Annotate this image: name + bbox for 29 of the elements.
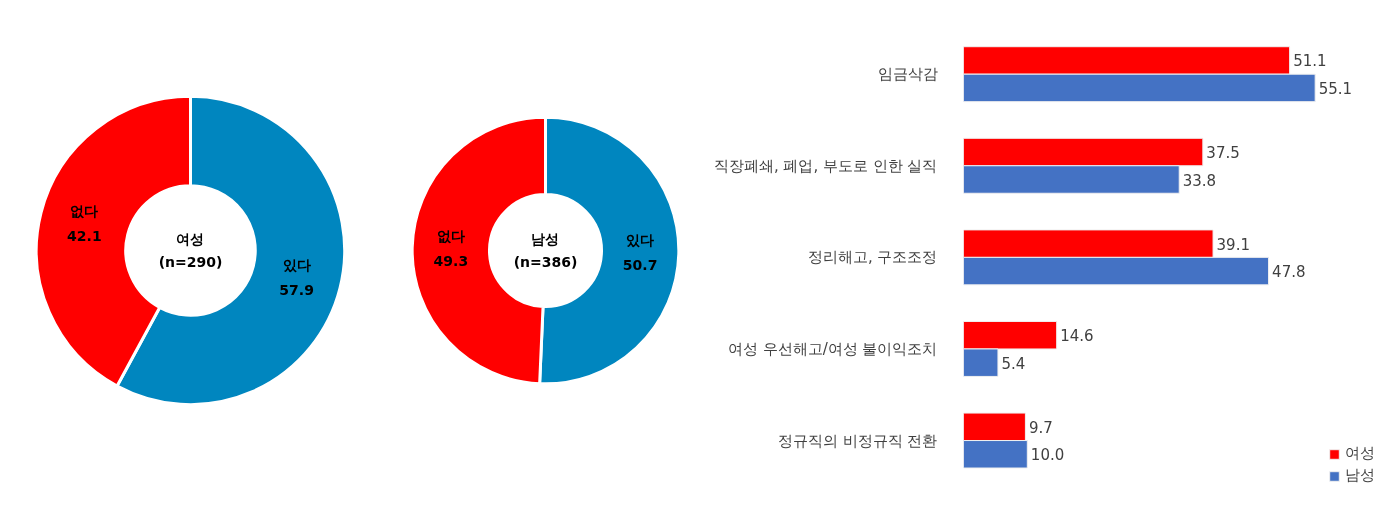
text: (n=290) bbox=[158, 253, 223, 270]
slice-label: 있다 bbox=[282, 256, 311, 273]
data-label: 42.1 bbox=[67, 228, 102, 245]
data-label: 51.1 bbox=[1293, 52, 1327, 71]
slice-label: 있다 bbox=[626, 231, 655, 248]
data-label: 5.4 bbox=[1001, 354, 1026, 373]
data-label: 33.8 bbox=[1182, 171, 1217, 190]
y-tick-label: 정규직의 비정규직 전환 bbox=[777, 431, 938, 450]
data-label: 9.7 bbox=[1028, 418, 1053, 437]
text: 여성 bbox=[176, 231, 205, 248]
y-tick-label: 직장폐쇄, 폐업, 부도로 인한 실직 bbox=[713, 156, 938, 175]
y-tick-label: 정리해고, 구조조정 bbox=[807, 248, 938, 267]
data-label: 39.1 bbox=[1216, 235, 1250, 254]
y-tick-label: 여성 우선해고/여성 불이익조치 bbox=[727, 339, 938, 358]
data-label: 49.3 bbox=[433, 253, 469, 270]
data-label: 14.6 bbox=[1060, 327, 1094, 346]
data-label: 50.7 bbox=[622, 257, 658, 274]
y-tick-label: 임금삭감 bbox=[877, 65, 938, 84]
data-label: 47.8 bbox=[1272, 263, 1306, 282]
data-label: 10.0 bbox=[1030, 446, 1065, 465]
data-label: 55.1 bbox=[1318, 79, 1353, 98]
data-label: 37.5 bbox=[1206, 144, 1240, 163]
text: (n=386) bbox=[513, 253, 578, 270]
slice-label: 없다 bbox=[70, 202, 99, 219]
data-label: 57.9 bbox=[279, 282, 314, 299]
legend-label: 남성 bbox=[1345, 466, 1375, 485]
text: 남성 bbox=[531, 231, 560, 248]
legend-label: 여성 bbox=[1345, 444, 1375, 463]
slice-label: 없다 bbox=[436, 227, 465, 244]
